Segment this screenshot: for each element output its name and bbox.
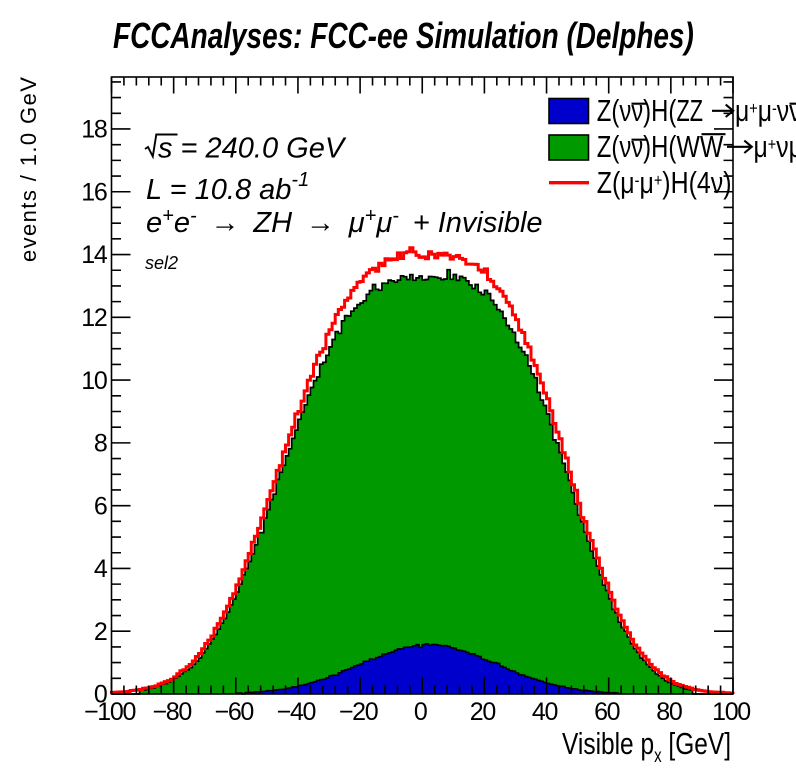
svg-text:−80: −80: [152, 698, 191, 726]
svg-text:16: 16: [81, 179, 107, 207]
svg-text:20: 20: [470, 698, 496, 726]
svg-text:−40: −40: [277, 698, 316, 726]
svg-text:2: 2: [94, 618, 107, 646]
svg-text:14: 14: [81, 241, 108, 269]
svg-text:12: 12: [81, 304, 107, 332]
svg-text:−20: −20: [339, 698, 378, 726]
svg-text:events / 1.0 GeV: events / 1.0 GeV: [16, 76, 41, 262]
svg-text:s = 240.0 GeV: s = 240.0 GeV: [158, 133, 347, 165]
svg-text:ZZ: ZZ: [677, 93, 704, 128]
svg-text:80: 80: [656, 698, 682, 726]
svg-text:4: 4: [94, 555, 108, 583]
svg-text:8: 8: [94, 430, 107, 458]
svg-text:100: 100: [712, 698, 750, 726]
svg-text:Z(μ-μ+)H(4ν): Z(μ-μ+)H(4ν): [597, 165, 732, 199]
svg-text:6: 6: [94, 492, 107, 520]
svg-text:e+e- → ZH → μ+μ- + Invisi: e+e- → ZH → μ+μ- + Invisible: [146, 205, 543, 239]
svg-text:L = 10.8 ab-1: L = 10.8 ab-1: [146, 169, 309, 206]
svg-text:μ+νμ-ν): μ+νμ-ν): [754, 129, 796, 163]
svg-text:Z(νν)H(: Z(νν)H(: [597, 93, 677, 128]
svg-text:Visible px [GeV]: Visible px [GeV]: [562, 726, 731, 766]
svg-text:Z(νν)H(: Z(νν)H(: [597, 129, 677, 164]
svg-text:sel2: sel2: [145, 253, 178, 273]
svg-text:0: 0: [414, 698, 427, 726]
svg-text:−100: −100: [84, 698, 136, 726]
svg-text:40: 40: [532, 698, 558, 726]
svg-text:0: 0: [94, 681, 107, 709]
svg-text:−60: −60: [215, 698, 254, 726]
svg-text:10: 10: [81, 367, 107, 395]
svg-text:FCCAnalyses: FCC-ee Simulation: FCCAnalyses: FCC-ee Simulation (Delphes): [113, 16, 694, 56]
svg-text:μ+μ-νν): μ+μ-νν): [735, 93, 796, 127]
svg-text:60: 60: [594, 698, 620, 726]
svg-text:18: 18: [81, 116, 107, 144]
